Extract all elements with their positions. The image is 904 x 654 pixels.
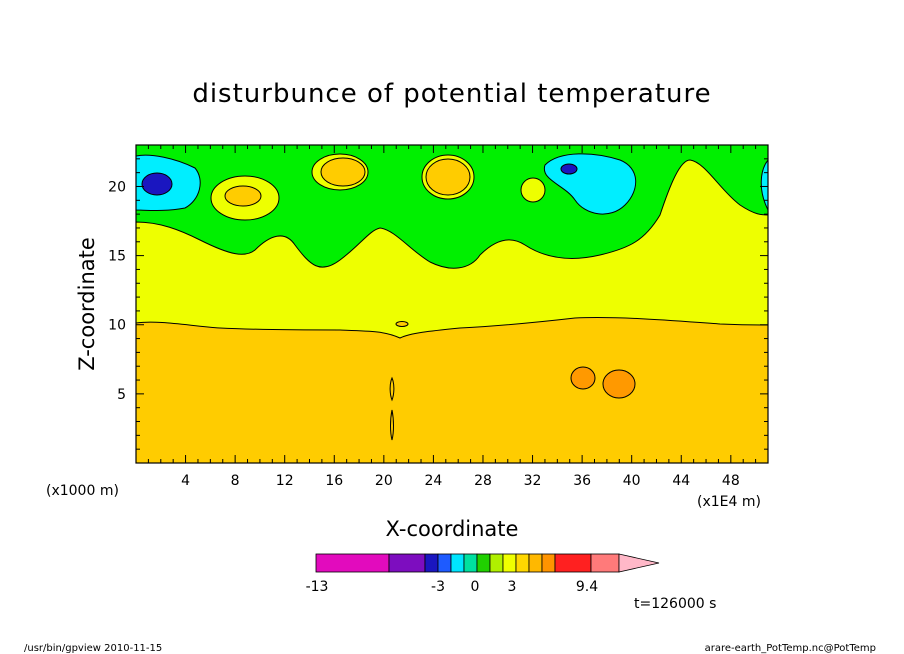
footer-left: /usr/bin/gpview 2010-11-15 bbox=[24, 643, 162, 654]
y-unit-label: (x1000 m) bbox=[46, 483, 119, 499]
x-tick-label: 40 bbox=[623, 473, 641, 489]
colorbar-label: -13 bbox=[306, 579, 329, 595]
x-tick-label: 44 bbox=[672, 473, 690, 489]
contour-field bbox=[136, 145, 768, 463]
x-axis-title: X-coordinate bbox=[386, 517, 519, 541]
colorbar-cell bbox=[502, 553, 517, 573]
colorbar-cell bbox=[424, 553, 439, 573]
colorbar-label: 0 bbox=[471, 579, 480, 595]
x-tick-label: 16 bbox=[325, 473, 343, 489]
colorbar-cell bbox=[476, 553, 491, 573]
plot-frame bbox=[135, 144, 769, 464]
colorbar-cell bbox=[315, 553, 390, 573]
colorbar-cell bbox=[554, 553, 592, 573]
x-tick-label: 48 bbox=[722, 473, 740, 489]
colorbar-cell bbox=[450, 553, 465, 573]
colorbar-cell bbox=[515, 553, 530, 573]
colorbar-cell bbox=[489, 553, 504, 573]
colorbar-cell bbox=[463, 553, 478, 573]
colorbar-cell bbox=[528, 553, 543, 573]
x-tick-label: 12 bbox=[276, 473, 294, 489]
x-tick-label: 20 bbox=[375, 473, 393, 489]
colorbar-cell bbox=[541, 553, 556, 573]
x-tick-label: 32 bbox=[524, 473, 542, 489]
colorbar-cell bbox=[388, 553, 426, 573]
x-tick-label: 24 bbox=[424, 473, 442, 489]
colorbar-label: 3 bbox=[508, 579, 517, 595]
x-tick-label: 4 bbox=[181, 473, 190, 489]
time-label: t=126000 s bbox=[634, 596, 716, 612]
y-axis-title: Z-coordinate bbox=[75, 237, 99, 371]
colorbar-labels: -13 -3 0 3 9.4 bbox=[306, 579, 599, 595]
y-tick-label: 5 bbox=[117, 387, 126, 403]
y-tick-label: 10 bbox=[108, 318, 126, 334]
x-unit-label: (x1E4 m) bbox=[697, 494, 761, 510]
colorbar-cell bbox=[437, 553, 452, 573]
x-tick-label: 8 bbox=[231, 473, 240, 489]
footer-right: arare-earth_PotTemp.nc@PotTemp bbox=[705, 643, 876, 654]
chart-title: disturbunce of potential temperature bbox=[192, 79, 711, 109]
colorbar-label: -3 bbox=[431, 579, 445, 595]
lower-layer bbox=[136, 317, 768, 463]
colorbar-label: 9.4 bbox=[576, 579, 598, 595]
y-tick-label: 20 bbox=[108, 179, 126, 195]
x-tick-label: 36 bbox=[573, 473, 591, 489]
colorbar-extend-arrow bbox=[618, 553, 660, 573]
colorbar-cell bbox=[590, 553, 620, 573]
colorbar bbox=[315, 553, 660, 573]
y-tick-label: 15 bbox=[108, 249, 126, 265]
x-tick-label: 28 bbox=[474, 473, 492, 489]
